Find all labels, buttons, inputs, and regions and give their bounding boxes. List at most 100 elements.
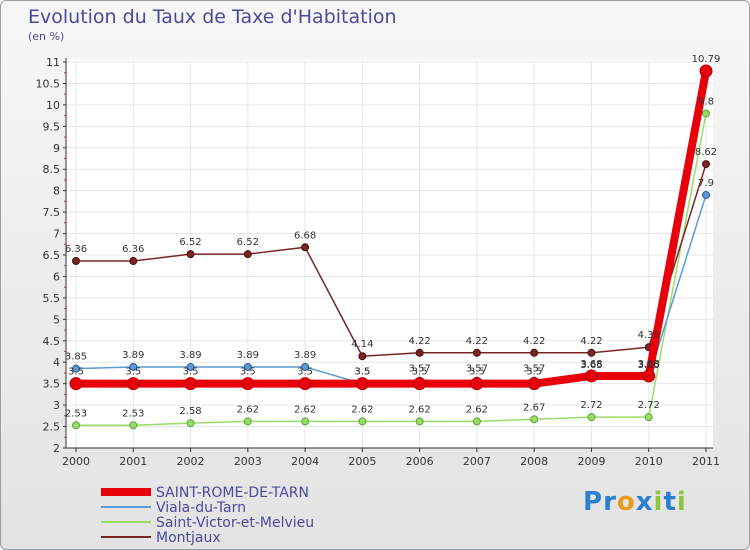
series-line-montjaux xyxy=(75,163,707,357)
y-tick-label: 5 xyxy=(53,313,60,326)
y-axis: 2 2.5 3 3.5 4 4.5 5 5.5 6 6.5 7 7.5 8 8.5 9 9.5 10 10.5 11 xyxy=(36,56,67,455)
data-label-saint-victor-et-melvieu: 2.58 xyxy=(179,406,201,417)
data-label-saint-rome-de-tarn: 3.68 xyxy=(638,359,660,370)
data-label-saint-rome-de-tarn: 3.5 xyxy=(526,367,542,378)
data-point-saint-rome-de-tarn xyxy=(413,377,427,391)
logo-letter: x xyxy=(635,487,654,517)
series-line-saint-rome-de-tarn xyxy=(72,67,710,388)
y-tick-label: 11 xyxy=(46,56,60,69)
data-point-montjaux xyxy=(702,160,710,169)
data-label-viala-du-tarn: 3.89 xyxy=(179,350,201,361)
data-label-montjaux: 4.35 xyxy=(638,330,660,341)
legend-label: Montjaux xyxy=(156,530,221,546)
data-point-viala-du-tarn xyxy=(243,362,252,371)
data-label-saint-victor-et-melvieu: 2.72 xyxy=(638,400,660,411)
y-tick-label: 8.5 xyxy=(43,163,61,176)
x-tick-label: 2003 xyxy=(234,455,262,468)
x-tick-label: 2011 xyxy=(692,455,720,468)
data-point-saint-victor-et-melvieu xyxy=(186,419,195,428)
data-point-viala-du-tarn xyxy=(702,190,710,199)
data-label-montjaux: 6.36 xyxy=(122,244,144,255)
data-label-saint-victor-et-melvieu: 2.53 xyxy=(65,408,87,419)
legend-swatch xyxy=(101,488,151,496)
x-tick-label: 2002 xyxy=(177,455,205,468)
y-tick-label: 7 xyxy=(53,228,60,241)
x-tick-label: 2010 xyxy=(635,455,663,468)
data-label-saint-rome-de-tarn: 3.5 xyxy=(297,367,313,378)
data-label-montjaux: 4.22 xyxy=(580,336,602,347)
data-label-saint-victor-et-melvieu: 2.62 xyxy=(294,404,316,415)
data-label-saint-victor-et-melvieu: 9.8 xyxy=(698,96,714,107)
data-point-montjaux xyxy=(358,352,367,361)
y-tick-label: 2 xyxy=(53,442,60,455)
data-point-montjaux xyxy=(587,348,596,357)
data-point-montjaux xyxy=(186,250,195,259)
y-tick-label: 6.5 xyxy=(43,249,61,262)
logo-letter: r xyxy=(603,487,617,517)
plot-background xyxy=(66,60,713,448)
data-point-saint-rome-de-tarn xyxy=(69,377,83,391)
data-label-saint-victor-et-melvieu: 2.53 xyxy=(122,408,144,419)
data-point-saint-rome-de-tarn xyxy=(584,369,598,383)
data-label-saint-victor-et-melvieu: 2.62 xyxy=(466,404,488,415)
data-point-viala-du-tarn xyxy=(72,364,80,373)
proxiti-logo: Proxiti xyxy=(583,487,687,517)
y-tick-label: 7.5 xyxy=(43,206,61,219)
data-label-viala-du-tarn: 3.57 xyxy=(409,364,431,375)
y-tick-label: 4 xyxy=(53,356,60,369)
y-tick-label: 2.5 xyxy=(43,421,61,434)
y-tick-label: 9.5 xyxy=(43,120,61,133)
data-point-saint-victor-et-melvieu xyxy=(644,413,653,422)
data-label-montjaux: 6.36 xyxy=(65,244,87,255)
data-label-saint-rome-de-tarn: 3.5 xyxy=(183,367,199,378)
series-line-saint-victor-et-melvieu xyxy=(75,112,707,427)
data-label-viala-du-tarn: 3.89 xyxy=(237,350,259,361)
data-point-saint-rome-de-tarn xyxy=(470,377,484,391)
data-label-saint-rome-de-tarn: 3.5 xyxy=(68,367,84,378)
data-label-viala-du-tarn: 7.9 xyxy=(698,178,714,189)
data-label-saint-rome-de-tarn: 3.68 xyxy=(580,359,602,370)
data-label-saint-rome-de-tarn: 3.5 xyxy=(412,367,428,378)
series-layer xyxy=(69,64,713,430)
x-tick-label: 2005 xyxy=(348,455,376,468)
data-point-montjaux xyxy=(72,257,80,266)
y-tick-label: 8 xyxy=(53,185,60,198)
y-tick-label: 3.5 xyxy=(43,378,61,391)
data-label-montjaux: 6.68 xyxy=(294,230,316,241)
data-label-saint-victor-et-melvieu: 2.62 xyxy=(409,404,431,415)
x-tick-label: 2008 xyxy=(520,455,548,468)
logo-letter: o xyxy=(616,487,636,517)
legend-label: Saint-Victor-et-Melvieu xyxy=(156,515,315,531)
data-point-saint-rome-de-tarn xyxy=(298,377,312,391)
data-point-saint-rome-de-tarn xyxy=(699,64,713,78)
data-point-viala-du-tarn xyxy=(186,362,195,371)
data-point-saint-victor-et-melvieu xyxy=(72,421,80,430)
data-point-saint-victor-et-melvieu xyxy=(358,417,367,426)
x-tick-label: 2006 xyxy=(406,455,434,468)
data-label-saint-rome-de-tarn: 3.5 xyxy=(469,367,485,378)
data-point-saint-rome-de-tarn xyxy=(527,377,541,391)
data-point-saint-victor-et-melvieu xyxy=(472,417,481,426)
data-label-saint-victor-et-melvieu: 2.62 xyxy=(237,404,259,415)
data-point-montjaux xyxy=(243,250,252,259)
data-label-viala-du-tarn: 3.65 xyxy=(580,360,602,371)
data-label-saint-victor-et-melvieu: 2.62 xyxy=(351,404,373,415)
legend-swatch xyxy=(101,536,151,538)
legend-label: Viala-du-Tarn xyxy=(156,500,246,516)
x-axis: 2000 2001 2002 2003 2004 2005 2006 2007 2008 2009… xyxy=(62,447,720,468)
data-label-montjaux: 8.62 xyxy=(695,147,717,158)
y-tick-label: 4.5 xyxy=(43,335,61,348)
data-point-saint-victor-et-melvieu xyxy=(530,415,539,424)
data-point-montjaux xyxy=(415,348,424,357)
y-tick-label: 10.5 xyxy=(36,77,61,90)
data-point-saint-rome-de-tarn xyxy=(184,377,198,391)
data-point-saint-victor-et-melvieu xyxy=(415,417,424,426)
x-tick-label: 2001 xyxy=(119,455,147,468)
data-point-saint-victor-et-melvieu xyxy=(129,421,138,430)
data-label-montjaux: 4.22 xyxy=(409,336,431,347)
data-label-saint-rome-de-tarn: 3.5 xyxy=(125,367,141,378)
data-label-viala-du-tarn: 3.57 xyxy=(466,364,488,375)
data-point-montjaux xyxy=(129,257,138,266)
data-label-viala-du-tarn: 3.89 xyxy=(122,350,144,361)
